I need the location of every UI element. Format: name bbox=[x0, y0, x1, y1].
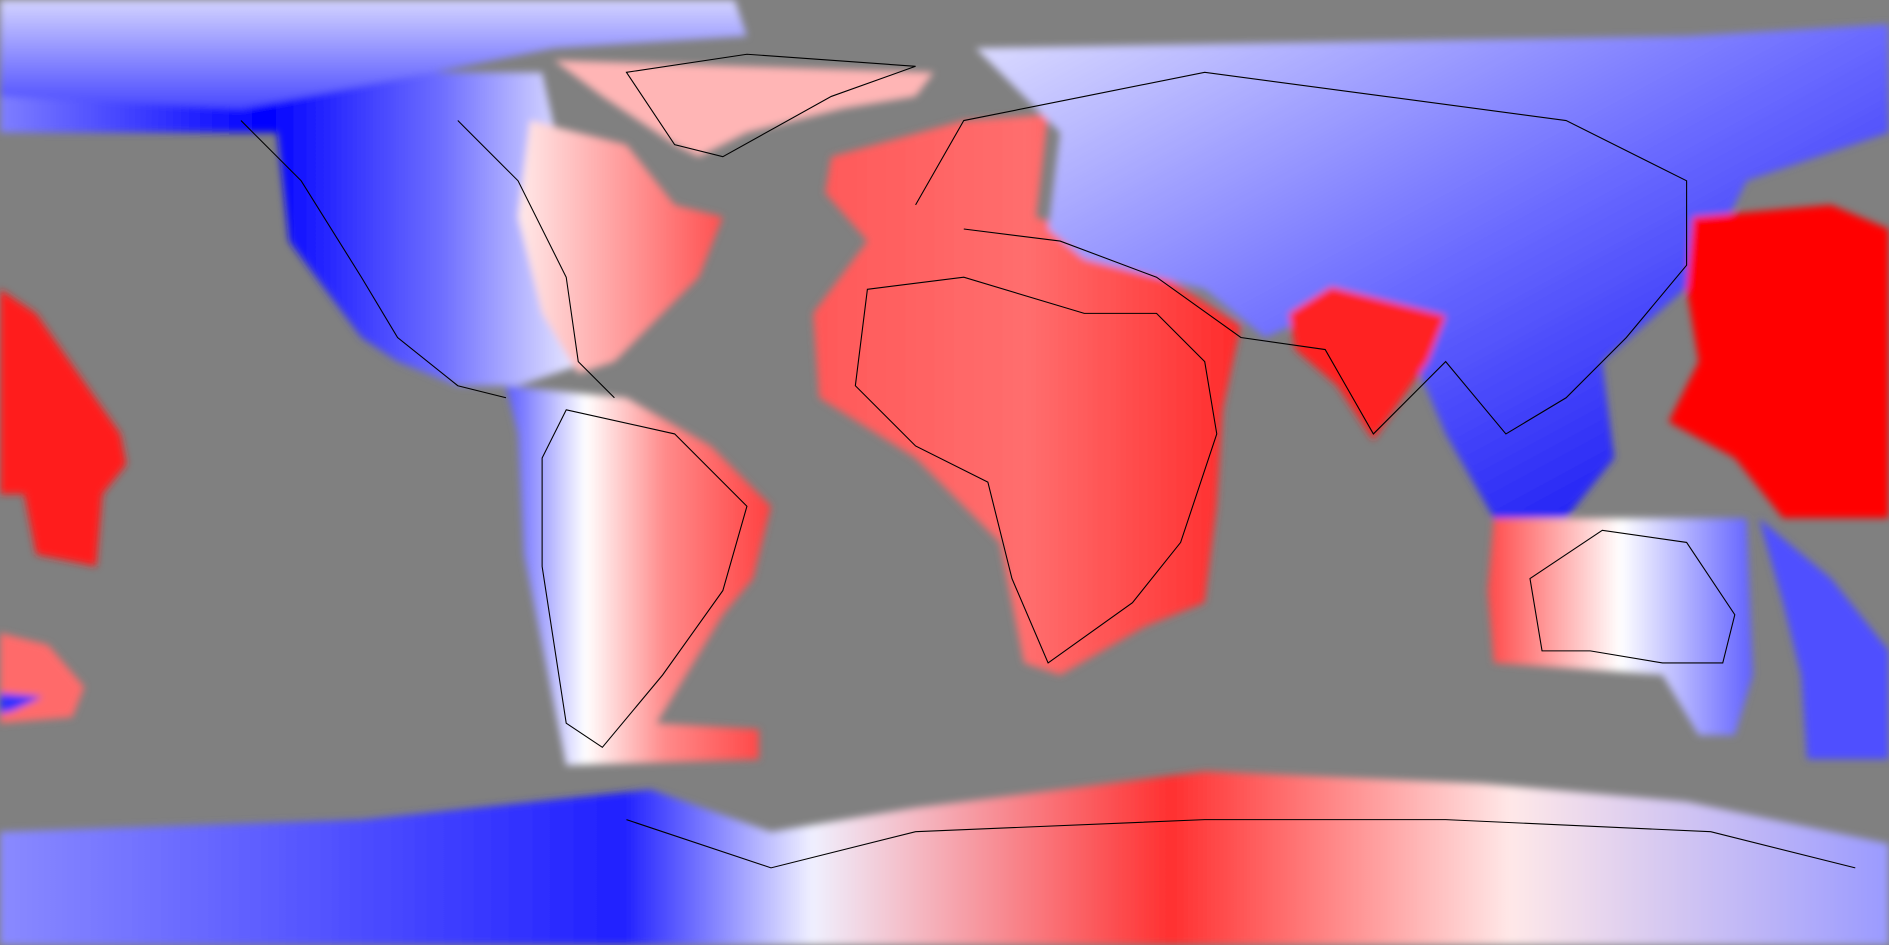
arctic-band bbox=[0, 0, 747, 121]
greenland bbox=[554, 60, 934, 157]
antarctica bbox=[0, 771, 1889, 945]
new-zealand bbox=[1758, 518, 1889, 760]
south-pacific-blue bbox=[0, 693, 43, 714]
india bbox=[1289, 286, 1446, 440]
coast-greenland bbox=[625, 53, 916, 158]
coast-africa bbox=[854, 276, 1218, 664]
north-america bbox=[0, 72, 591, 386]
coast-north-america bbox=[240, 120, 615, 399]
asia bbox=[975, 24, 1889, 519]
coast-eurasia bbox=[915, 71, 1688, 435]
coast-australia bbox=[1529, 529, 1736, 664]
coast-antarctica bbox=[626, 819, 1856, 869]
south-america bbox=[505, 385, 772, 766]
east-north-america bbox=[518, 120, 723, 374]
north-pacific bbox=[1668, 204, 1889, 519]
africa-europe bbox=[813, 114, 1241, 676]
pacific-west bbox=[0, 289, 127, 567]
coastlines bbox=[240, 53, 1856, 869]
coast-south-america bbox=[541, 409, 748, 749]
australia bbox=[1487, 518, 1753, 736]
